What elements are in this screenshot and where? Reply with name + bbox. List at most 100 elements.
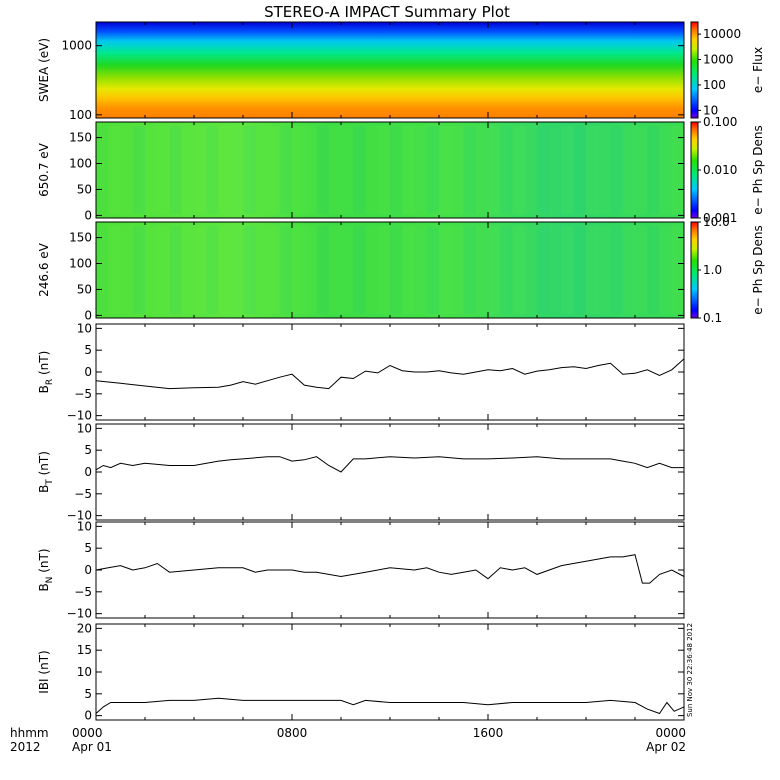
heatmap-cell xyxy=(304,226,317,314)
heatmap-cell xyxy=(243,226,256,314)
y-tick-label: 10 xyxy=(77,519,92,533)
colorbar-label: e− Ph Sp Dens xyxy=(751,225,765,314)
x-tick-label: 0000 xyxy=(72,726,103,740)
heatmap-cell xyxy=(365,226,378,314)
y-axis-label: SWEA (eV) xyxy=(37,38,51,102)
data-line xyxy=(95,697,685,715)
heatmap-cell xyxy=(512,126,525,214)
colorbar xyxy=(691,122,698,218)
y-axis-label-main: B xyxy=(37,385,51,393)
heatmap-cell xyxy=(463,226,476,314)
heatmap-cell xyxy=(549,226,562,314)
heatmap-cell xyxy=(132,226,145,314)
panel-2: 0.001 0.010 0.100 e− Ph Sp Dens 0 50 100 150 650… xyxy=(37,115,765,225)
heatmap-cell xyxy=(500,126,513,214)
heatmap-cell xyxy=(120,126,133,214)
heatmap-cell xyxy=(439,126,452,214)
y-tick-label: 0 xyxy=(84,709,92,723)
heatmap-cell xyxy=(243,126,256,214)
heatmap-cell xyxy=(647,126,660,214)
colorbar-tick-label: 0.100 xyxy=(703,115,737,129)
y-tick-label: 1000 xyxy=(61,39,92,53)
y-tick-label: 50 xyxy=(77,182,92,196)
heatmap-cell xyxy=(157,126,170,214)
colorbar-tick-label: 0.1 xyxy=(703,311,722,325)
heatmap-cell xyxy=(488,226,501,314)
y-tick-label: 10 xyxy=(77,421,92,435)
heatmap-cell xyxy=(145,126,158,214)
heatmap-cell xyxy=(610,226,623,314)
panel-3: 0.1 1.0 10.0 e− Ph Sp Dens 0 50 100 150 246.6 eV xyxy=(37,215,765,325)
panel-1: 10 100 1000 10000 e− Flux 100 1000 SWEA (eV) xyxy=(37,21,765,122)
heatmap-cell xyxy=(169,126,182,214)
y-tick-label: 50 xyxy=(77,282,92,296)
heatmap-cell xyxy=(267,226,280,314)
y-tick-label: 0 xyxy=(84,365,92,379)
heatmap-cell xyxy=(108,126,121,214)
colorbar-tick-label: 0.001 xyxy=(703,211,737,225)
heatmap-cell xyxy=(659,226,672,314)
heatmap-cell xyxy=(194,126,207,214)
heatmap-cell xyxy=(230,126,243,214)
heatmap-cell xyxy=(230,226,243,314)
y-axis-label-main: IBI xyxy=(37,678,51,693)
heatmap-cell xyxy=(451,226,464,314)
heatmap-cell xyxy=(328,226,341,314)
panel-7: 0 5 10 15 20 IBI (nT) xyxy=(37,621,685,723)
x-tick-label: 0000 xyxy=(655,726,686,740)
y-tick-label: −10 xyxy=(67,509,92,523)
heatmap-cell xyxy=(255,126,268,214)
data-line xyxy=(95,358,685,390)
y-axis-label-main: 650.7 eV xyxy=(37,142,51,197)
y-tick-label: −5 xyxy=(74,387,92,401)
y-axis-label-main: SWEA (eV) xyxy=(37,38,51,102)
y-axis-label-subscript: N xyxy=(45,577,55,584)
heatmap-image xyxy=(96,22,684,118)
y-tick-label: 10 xyxy=(77,321,92,335)
heatmap-cell xyxy=(622,126,635,214)
heatmap-cell xyxy=(157,226,170,314)
y-tick-label: 20 xyxy=(77,621,92,635)
heatmap-cell xyxy=(475,226,488,314)
heatmap-image xyxy=(96,222,684,318)
heatmap-cell xyxy=(255,226,268,314)
heatmap-image xyxy=(96,122,684,218)
panel-frame xyxy=(95,423,685,521)
heatmap-cell xyxy=(181,126,194,214)
heatmap-cell xyxy=(96,126,109,214)
heatmap-cell xyxy=(279,226,292,314)
heatmap-cell xyxy=(635,126,648,214)
heatmap-cell xyxy=(414,126,427,214)
heatmap-cell xyxy=(132,126,145,214)
data-line xyxy=(95,456,684,473)
heatmap-cell xyxy=(426,126,439,214)
y-axis-label: BT (nT) xyxy=(37,451,55,493)
y-tick-label: 0 xyxy=(84,563,92,577)
colorbar-label: e− Ph Sp Dens xyxy=(751,125,765,214)
heatmap-cell xyxy=(341,226,354,314)
heatmap-cell xyxy=(169,226,182,314)
heatmap-cell xyxy=(267,126,280,214)
y-axis-label: IBI (nT) xyxy=(37,650,51,693)
y-tick-label: −5 xyxy=(74,487,92,501)
heatmap-cell xyxy=(353,126,366,214)
colorbar-tick-label: 10.0 xyxy=(703,215,730,229)
heatmap-cell xyxy=(414,226,427,314)
heatmap-cell xyxy=(475,126,488,214)
timestamp: Sun Nov 30 22:36:48 2012 xyxy=(686,623,694,717)
heatmap-cell xyxy=(561,126,574,214)
y-tick-label: −5 xyxy=(74,585,92,599)
heatmap-cell xyxy=(426,226,439,314)
heatmap-cell xyxy=(365,126,378,214)
y-tick-label: 5 xyxy=(84,443,92,457)
y-tick-label: 100 xyxy=(69,108,92,122)
x-date-label: Apr 01 xyxy=(72,740,112,754)
colorbar-label: e− Flux xyxy=(751,47,765,93)
y-tick-label: 100 xyxy=(69,157,92,171)
y-axis-label-main: B xyxy=(37,485,51,493)
heatmap-cell xyxy=(586,126,599,214)
y-axis-label-subscript: T xyxy=(45,479,55,486)
heatmap-cell xyxy=(451,126,464,214)
heatmap-cell xyxy=(328,126,341,214)
colorbar-frame xyxy=(690,21,699,119)
